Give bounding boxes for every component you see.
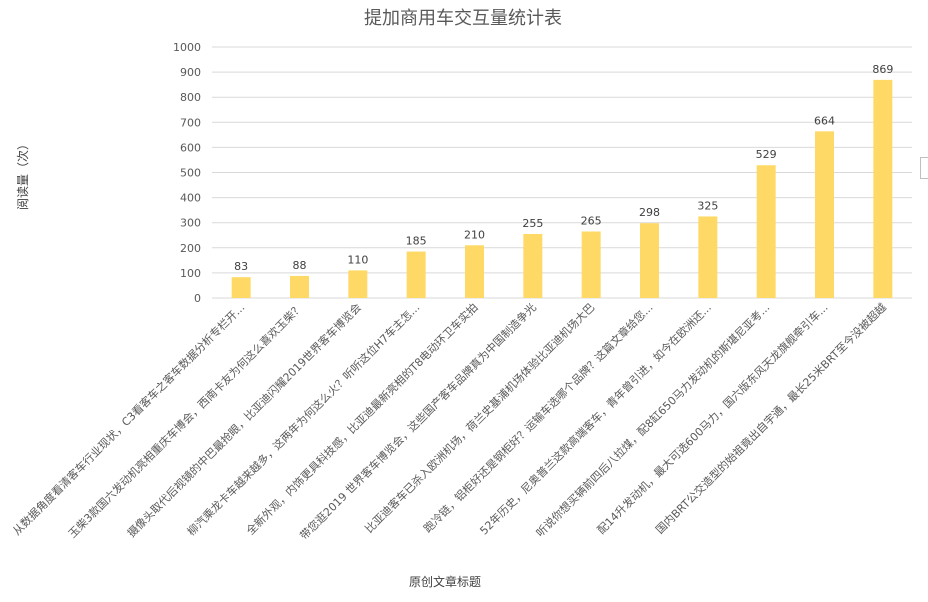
y-tick-label: 1000: [173, 41, 201, 54]
bar[interactable]: [231, 277, 251, 298]
bar[interactable]: [640, 223, 659, 298]
data-label: 265: [581, 214, 602, 227]
x-axis-title: 原创文章标题: [409, 574, 481, 589]
y-tick-label: 600: [180, 141, 201, 154]
bar[interactable]: [523, 233, 543, 298]
bar[interactable]: [290, 275, 309, 298]
data-label: 325: [697, 199, 718, 212]
edge-panel-tab[interactable]: [920, 157, 928, 179]
category-labels: 从数据角度看清客车行业现状，C3看客车之客车数据分析专栏开...玉柴3款国六发动…: [10, 300, 889, 542]
chart-title: 提加商用车交互量统计表: [364, 8, 562, 29]
y-tick-label: 700: [180, 116, 201, 129]
y-tick-label: 900: [180, 66, 201, 79]
gridlines: [212, 46, 912, 299]
data-label: 210: [464, 228, 485, 241]
data-labels: 83 88 110 185 210 255 265 298 325 529 664 869: [234, 63, 893, 273]
data-label: 185: [406, 235, 427, 248]
bar[interactable]: [873, 79, 893, 298]
data-label: 83: [234, 260, 248, 273]
data-label: 88: [293, 259, 307, 272]
data-label: 664: [814, 114, 835, 127]
bar[interactable]: [815, 131, 834, 298]
y-axis-title: 阅读量（次）: [16, 138, 30, 210]
category-label: 跑冷链，铝柜好还是钢柜好？运输车选哪个品牌？这篇文章给您...: [421, 300, 656, 535]
y-tick-label: 800: [180, 91, 201, 104]
y-axis-ticks: 0 100 200 300 400 500 600 700 800 900 1000: [173, 41, 201, 305]
data-label: 298: [639, 206, 660, 219]
data-label: 869: [872, 63, 893, 76]
category-label: 比亚迪客车已杀入欧洲机场，荷兰史基浦机场体验比亚迪机场大巴: [362, 300, 597, 535]
bar[interactable]: [756, 165, 776, 298]
bar[interactable]: [698, 216, 718, 298]
data-label: 255: [522, 217, 543, 230]
data-label: 529: [756, 148, 777, 161]
data-label: 110: [347, 253, 368, 266]
y-tick-label: 400: [180, 192, 201, 205]
y-tick-label: 500: [180, 167, 201, 180]
bar[interactable]: [465, 245, 484, 298]
bar[interactable]: [581, 231, 601, 298]
bar[interactable]: [348, 270, 368, 298]
y-tick-label: 100: [180, 267, 201, 280]
y-tick-label: 0: [194, 292, 201, 305]
y-tick-label: 300: [180, 217, 201, 230]
y-tick-label: 200: [180, 242, 201, 255]
bar[interactable]: [406, 251, 426, 298]
bars: [231, 79, 893, 298]
